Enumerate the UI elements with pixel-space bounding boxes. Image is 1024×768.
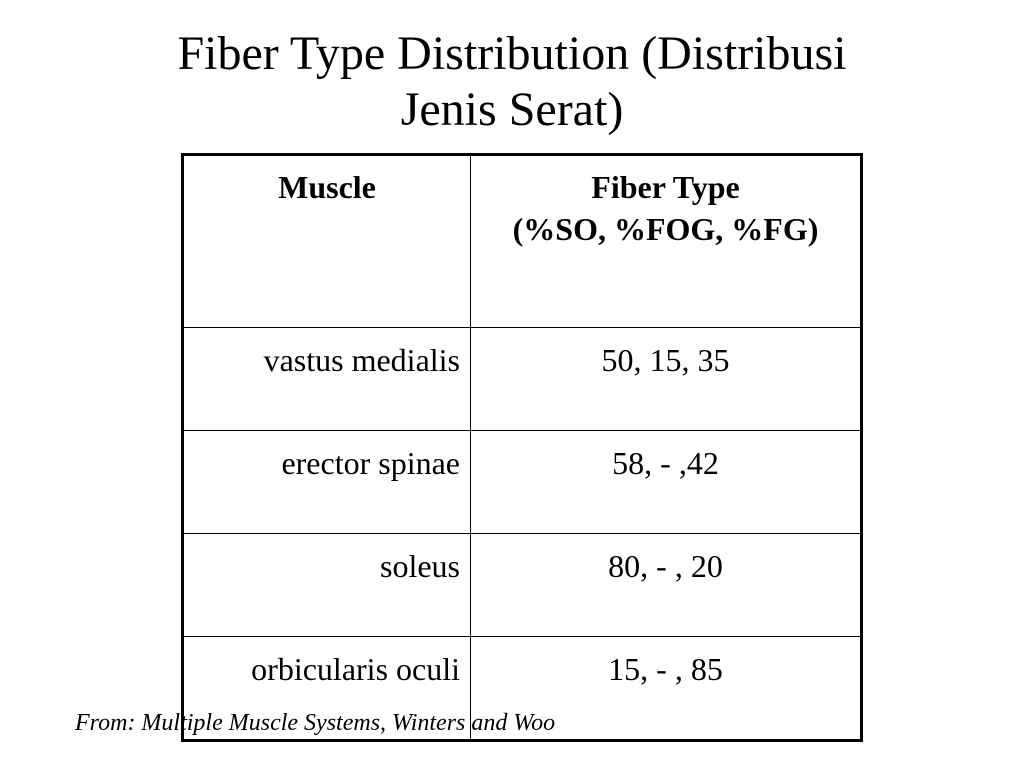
slide-title-line-1: Fiber Type Distribution (Distribusi — [177, 27, 847, 80]
slide-title-line-2: Jenis Serat) — [400, 83, 624, 136]
cell-fiber-type: 15, - , 85 — [470, 636, 862, 741]
table-row: soleus 80, - , 20 — [182, 533, 862, 637]
header-fiber-type: Fiber Type (%SO, %FOG, %FG) — [470, 154, 862, 328]
header-muscle: Muscle — [182, 154, 471, 328]
cell-fiber-type: 58, - ,42 — [470, 430, 862, 534]
cell-muscle: orbicularis oculi — [182, 636, 471, 741]
source-citation: From: Multiple Muscle Systems, Winters a… — [75, 710, 556, 736]
table-row: erector spinae 58, - ,42 — [182, 430, 862, 534]
cell-fiber-type: 80, - , 20 — [470, 533, 862, 637]
cell-fiber-type: 50, 15, 35 — [470, 327, 862, 431]
table-header-row: Muscle Fiber Type (%SO, %FOG, %FG) — [182, 154, 862, 328]
cell-muscle: erector spinae — [182, 430, 471, 534]
cell-muscle: vastus medialis — [182, 327, 471, 431]
table-row: vastus medialis 50, 15, 35 — [182, 327, 862, 431]
slide-title: Fiber Type Distribution (Distribusi Jeni… — [0, 26, 1024, 138]
cell-muscle: soleus — [182, 533, 471, 637]
fiber-type-table: Muscle Fiber Type (%SO, %FOG, %FG) vastu… — [181, 153, 863, 742]
header-fiber-type-subtitle: (%SO, %FOG, %FG) — [512, 211, 819, 247]
table-row: orbicularis oculi 15, - , 85 — [182, 636, 862, 741]
